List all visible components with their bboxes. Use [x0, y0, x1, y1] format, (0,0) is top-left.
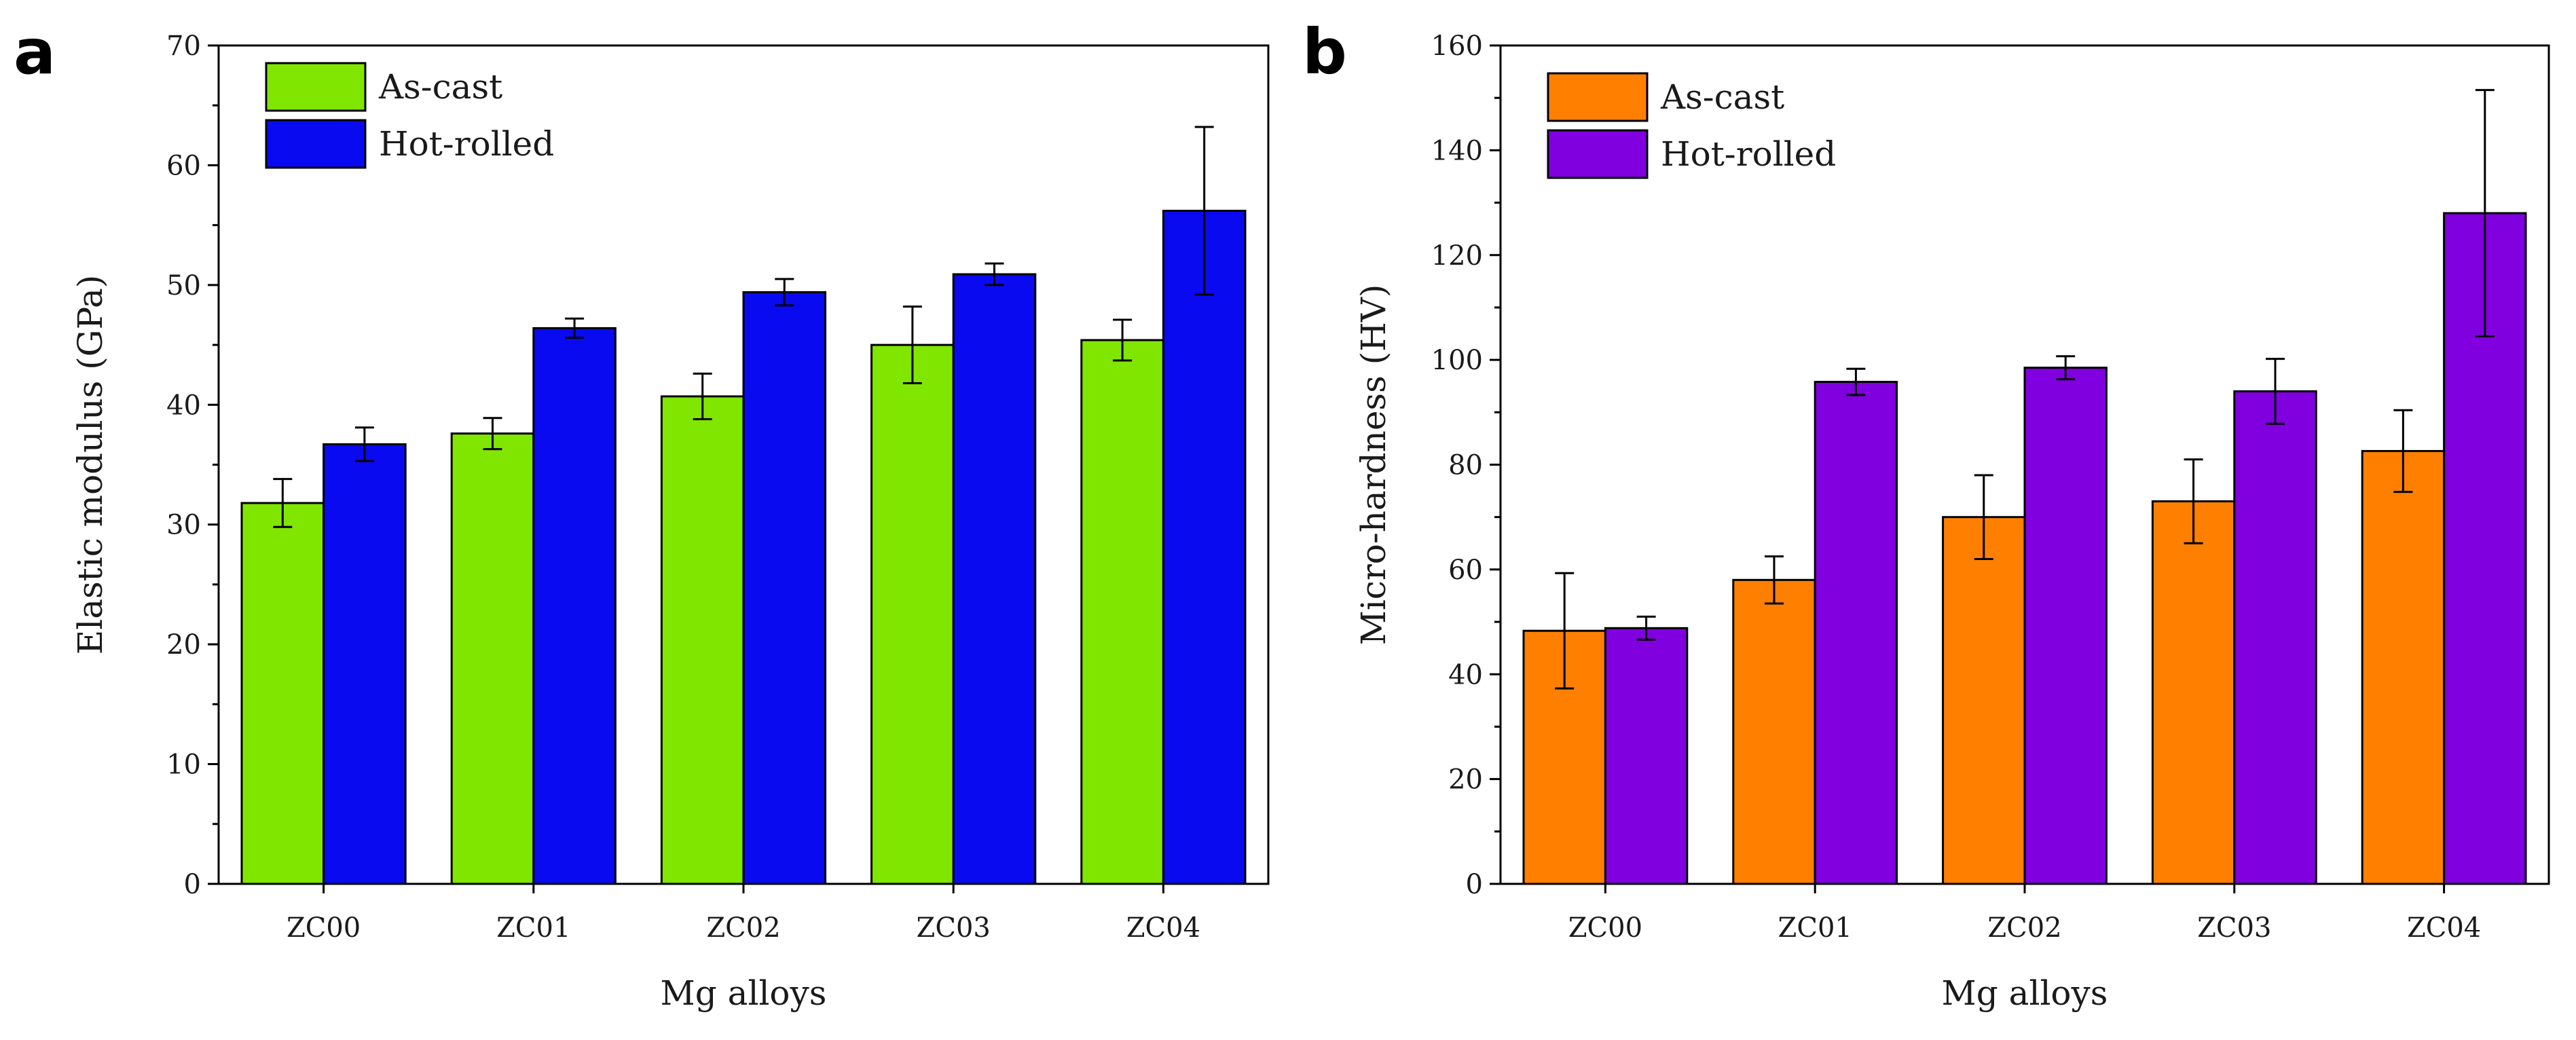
y-tick-label-120: 120	[1431, 240, 1483, 272]
error-bar-hot-rolled-zc03	[985, 262, 1004, 286]
y-tick-label-40: 40	[1448, 659, 1483, 690]
error-bar-hot-rolled-zc04	[1194, 126, 1214, 296]
bar-as-cast-zc02	[1942, 516, 2026, 885]
error-bar-as-cast-zc01	[1764, 555, 1784, 605]
y-tick-label-40: 40	[166, 390, 201, 421]
bar-hot-rolled-zc03	[2233, 390, 2317, 885]
y-tick-label-140: 140	[1431, 135, 1483, 166]
x-tick-label-zc04: ZC04	[1126, 912, 1200, 944]
legend-label-hot-rolled: Hot-rolled	[1661, 134, 1836, 174]
plot-frame	[217, 44, 1270, 885]
bar-as-cast-zc01	[450, 432, 535, 885]
y-tick-label-10: 10	[166, 749, 201, 781]
error-bar-as-cast-zc00	[1555, 572, 1575, 690]
x-tick-label-zc02: ZC02	[706, 912, 780, 944]
error-bar-hot-rolled-zc00	[1636, 615, 1656, 641]
error-bar-hot-rolled-zc02	[775, 278, 794, 307]
y-tick-label-100: 100	[1431, 345, 1483, 376]
chart-panel-a: ZC00 ZC01 ZC02 ZC03 ZC04 0 10 20 30 40 50 60 70 Mg al…	[71, 31, 1270, 1013]
bar-as-cast-zc04	[1080, 339, 1164, 885]
x-tick-label-zc03: ZC03	[2197, 912, 2271, 944]
error-bar-as-cast-zc02	[693, 372, 712, 420]
y-tick-label-0: 0	[1466, 869, 1483, 900]
bar-as-cast-zc03	[870, 343, 955, 885]
legend: As-cast Hot-rolled	[265, 62, 554, 169]
error-bar-as-cast-zc04	[1113, 318, 1133, 362]
y-tick-label-50: 50	[166, 270, 201, 301]
bar-hot-rolled-zc02	[742, 291, 827, 885]
bar-hot-rolled-zc00	[1604, 627, 1689, 885]
x-tick-label-zc00: ZC00	[287, 912, 361, 944]
y-tick-label-20: 20	[1448, 764, 1483, 796]
x-tick-label-zc03: ZC03	[917, 912, 991, 944]
y-tick-label-80: 80	[1448, 450, 1483, 481]
error-bar-hot-rolled-zc02	[2056, 355, 2076, 381]
error-bar-as-cast-zc03	[2184, 458, 2203, 544]
y-tick-label-0: 0	[184, 869, 201, 900]
y-axis-title: Elastic modulus (GPa)	[71, 275, 110, 655]
bar-hot-rolled-zc01	[1814, 381, 1898, 885]
legend-swatch-as-cast	[265, 62, 367, 112]
bar-as-cast-zc01	[1732, 578, 1816, 885]
y-tick-label-20: 20	[166, 629, 201, 661]
legend-label-as-cast: As-cast	[1660, 77, 1784, 117]
panel-letter-b: b	[1302, 16, 1347, 88]
error-bar-as-cast-zc00	[273, 478, 293, 528]
chart-panel-b: ZC00 ZC01 ZC02 ZC03 ZC04 0 20 40 60 80 100 120 140 16…	[1354, 31, 2550, 1013]
error-bar-as-cast-zc04	[2393, 409, 2413, 494]
plot-frame	[1499, 44, 2550, 885]
legend: As-cast Hot-rolled	[1547, 72, 1836, 179]
error-bar-hot-rolled-zc01	[565, 317, 585, 339]
x-tick-label-zc02: ZC02	[1987, 912, 2061, 944]
y-axis-title: Micro-hardness (HV)	[1354, 284, 1393, 646]
bar-hot-rolled-zc02	[2023, 367, 2108, 885]
y-tick-label-30: 30	[166, 510, 201, 541]
error-bar-as-cast-zc02	[1974, 474, 1993, 560]
x-tick-label-zc01: ZC01	[496, 912, 570, 944]
bar-hot-rolled-zc04	[1162, 210, 1247, 885]
bar-hot-rolled-zc03	[952, 273, 1037, 885]
x-axis-title: Mg alloys	[661, 973, 827, 1013]
bar-as-cast-zc02	[660, 395, 745, 885]
x-axis-title: Mg alloys	[1942, 973, 2108, 1013]
legend-swatch-as-cast	[1547, 72, 1649, 122]
bar-as-cast-zc03	[2151, 500, 2236, 885]
bar-hot-rolled-zc00	[323, 443, 407, 885]
x-tick-label-zc04: ZC04	[2407, 912, 2481, 944]
error-bar-hot-rolled-zc03	[2266, 358, 2285, 425]
error-bar-as-cast-zc01	[483, 417, 502, 451]
y-tick-label-160: 160	[1431, 31, 1483, 62]
bar-as-cast-zc00	[240, 502, 325, 885]
legend-swatch-hot-rolled	[1547, 129, 1649, 179]
x-tick-label-zc01: ZC01	[1778, 912, 1852, 944]
error-bar-hot-rolled-zc04	[2475, 89, 2495, 337]
error-bar-hot-rolled-zc01	[1846, 367, 1866, 396]
error-bar-hot-rolled-zc00	[354, 426, 374, 462]
legend-label-as-cast: As-cast	[378, 67, 502, 107]
panel-letter-a: a	[14, 16, 56, 88]
legend-label-hot-rolled: Hot-rolled	[379, 124, 554, 164]
legend-swatch-hot-rolled	[265, 119, 367, 169]
y-tick-label-70: 70	[166, 31, 201, 62]
error-bar-as-cast-zc03	[902, 305, 922, 385]
y-tick-label-60: 60	[166, 150, 201, 181]
bar-hot-rolled-zc01	[532, 327, 617, 885]
x-tick-label-zc00: ZC00	[1568, 912, 1642, 944]
y-tick-label-60: 60	[1448, 555, 1483, 586]
bar-as-cast-zc04	[2361, 449, 2446, 885]
